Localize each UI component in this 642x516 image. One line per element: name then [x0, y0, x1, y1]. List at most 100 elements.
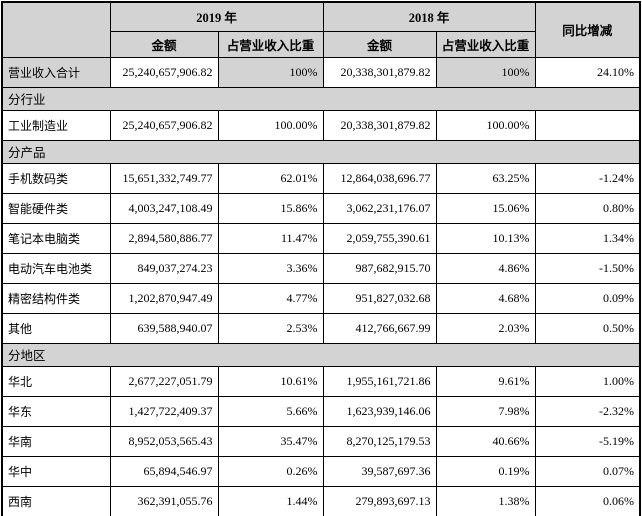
year-header-2019: 2019 年: [109, 1, 324, 32]
pct-2019: 5.66%: [217, 395, 324, 427]
table-row: 华中 65,894,546.97 0.26% 39,587,697.36 0.19% 0.…: [1, 455, 641, 487]
amount-2019: 849,037,274.23: [109, 252, 219, 284]
table-row: 工业制造业 25,240,657,906.82 100.00% 20,338,301,…: [1, 109, 641, 141]
pct-2019: 3.36%: [217, 252, 324, 284]
amount-2018: 3,062,231,176.07: [322, 192, 437, 224]
row-label: 工业制造业: [1, 109, 111, 141]
amount-2018: 987,682,915.70: [322, 252, 437, 284]
pct-2018: 4.86%: [435, 252, 536, 284]
table-row: 智能硬件类 4,003,247,108.49 15.86% 3,062,231,176…: [1, 192, 641, 224]
pct-2018: 63.25%: [435, 162, 536, 194]
amount-2019: 2,677,227,051.79: [109, 365, 219, 397]
pct-2019: 1.44%: [217, 485, 324, 516]
amount-2018: 39,587,697.36: [322, 455, 437, 487]
section-label: 分产品: [1, 139, 641, 164]
yoy-change: -1.24%: [534, 162, 641, 194]
table-row: 华北 2,677,227,051.79 10.61% 1,955,161,721.86…: [1, 365, 641, 397]
amount-2019: 639,588,940.07: [109, 312, 219, 344]
pct-2018: 9.61%: [435, 365, 536, 397]
amount-2018: 279,893,697.13: [322, 485, 437, 516]
amount-2019: 1,427,722,409.37: [109, 395, 219, 427]
table-row: 华南 8,952,053,565.43 35.47% 8,270,125,179.53…: [1, 425, 641, 457]
row-label: 华北: [1, 365, 111, 397]
amount-2019: 25,240,657,906.82: [109, 56, 219, 88]
yoy-change: [534, 109, 641, 141]
pct-2019: 100.00%: [217, 109, 324, 141]
amount-2019: 65,894,546.97: [109, 455, 219, 487]
table-row: 精密结构件类 1,202,870,947.49 4.77% 951,827,032.6…: [1, 282, 641, 314]
row-label: 营业收入合计: [1, 56, 111, 88]
amount-2019: 1,202,870,947.49: [109, 282, 219, 314]
corner-cell: [1, 1, 111, 58]
pct-2018: 4.68%: [435, 282, 536, 314]
year-header-2018: 2018 年: [322, 1, 536, 32]
amount-2019: 25,240,657,906.82: [109, 109, 219, 141]
pct-2019: 2.53%: [217, 312, 324, 344]
amount-2019: 4,003,247,108.49: [109, 192, 219, 224]
row-label: 精密结构件类: [1, 282, 111, 314]
yoy-change: 0.09%: [534, 282, 641, 314]
table-row: 华东 1,427,722,409.37 5.66% 1,623,939,146.06 7…: [1, 395, 641, 427]
yoy-change: 24.10%: [534, 56, 641, 88]
pct-2018: 0.19%: [435, 455, 536, 487]
pct-2018: 7.98%: [435, 395, 536, 427]
section-label: 分行业: [1, 86, 641, 111]
yoy-header: 同比增减: [534, 1, 641, 58]
header-row-years: 2019 年 2018 年 同比增减: [1, 1, 641, 58]
row-label: 智能硬件类: [1, 192, 111, 224]
yoy-change: 0.07%: [534, 455, 641, 487]
header-row-metrics: 金额 占营业收入比重 金额 占营业收入比重: [2, 30, 640, 58]
section-row: 分产品: [1, 139, 641, 164]
amount-2018: 12,864,038,696.77: [322, 162, 437, 194]
amount-2018: 412,766,667.99: [322, 312, 437, 344]
row-label: 西南: [1, 485, 111, 516]
table-row: 其他 639,588,940.07 2.53% 412,766,667.99 2.03%…: [1, 312, 641, 344]
pct-2019: 10.61%: [217, 365, 324, 397]
yoy-change: 1.00%: [534, 365, 641, 397]
pct-2019: 100%: [217, 56, 324, 88]
pct-2018: 2.03%: [435, 312, 536, 344]
yoy-change: 0.80%: [534, 192, 641, 224]
amount-header-2018: 金额: [322, 30, 437, 58]
amount-2018: 951,827,032.68: [322, 282, 437, 314]
amount-2019: 15,651,332,749.77: [109, 162, 219, 194]
row-label: 华中: [1, 455, 111, 487]
pct-2018: 100.00%: [435, 109, 536, 141]
row-label: 笔记本电脑类: [1, 222, 111, 254]
amount-2018: 8,270,125,179.53: [322, 425, 437, 457]
row-label: 电动汽车电池类: [1, 252, 111, 284]
amount-2019: 8,952,053,565.43: [109, 425, 219, 457]
amount-2019: 2,894,580,886.77: [109, 222, 219, 254]
row-label: 其他: [1, 312, 111, 344]
pct-2019: 15.86%: [217, 192, 324, 224]
section-label: 分地区: [1, 342, 641, 367]
pct-2018: 40.66%: [435, 425, 536, 457]
table-row: 手机数码类 15,651,332,749.77 62.01% 12,864,038,6…: [1, 162, 641, 194]
pct-2019: 35.47%: [217, 425, 324, 457]
table-row: 营业收入合计 25,240,657,906.82 100% 20,338,301,87…: [1, 56, 641, 88]
yoy-change: -5.19%: [534, 425, 641, 457]
pct-header-2019: 占营业收入比重: [217, 30, 324, 58]
row-label: 华东: [1, 395, 111, 427]
pct-header-2018: 占营业收入比重: [435, 30, 536, 58]
table-row: 笔记本电脑类 2,894,580,886.77 11.47% 2,059,755,39…: [1, 222, 641, 254]
pct-2018: 15.06%: [435, 192, 536, 224]
amount-2019: 362,391,055.76: [109, 485, 219, 516]
pct-2019: 0.26%: [217, 455, 324, 487]
yoy-change: 1.34%: [534, 222, 641, 254]
amount-header-2019: 金额: [109, 30, 219, 58]
amount-2018: 1,623,939,146.06: [322, 395, 437, 427]
table-body: 营业收入合计 25,240,657,906.82 100% 20,338,301,87…: [1, 56, 641, 516]
table-header: 2019 年 2018 年 同比增减 金额 占营业收入比重 金额 占营业收入比重: [1, 1, 641, 58]
pct-2019: 62.01%: [217, 162, 324, 194]
yoy-change: -1.50%: [534, 252, 641, 284]
table-row: 西南 362,391,055.76 1.44% 279,893,697.13 1.38%…: [1, 485, 641, 516]
row-label: 手机数码类: [1, 162, 111, 194]
row-label: 华南: [1, 425, 111, 457]
pct-2019: 4.77%: [217, 282, 324, 314]
section-row: 分地区: [1, 342, 641, 367]
amount-2018: 20,338,301,879.82: [322, 56, 437, 88]
yoy-change: 0.50%: [534, 312, 641, 344]
